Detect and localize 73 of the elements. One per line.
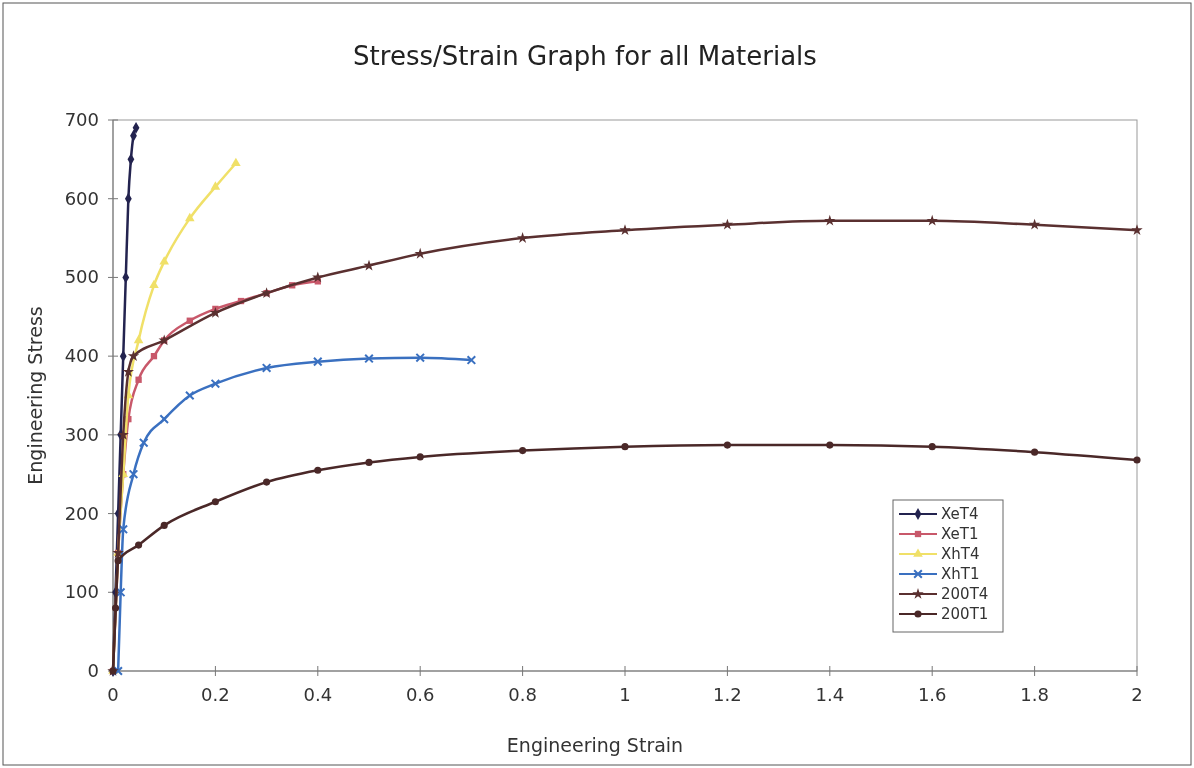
y-tick-label: 400 [64, 345, 99, 367]
y-tick-label: 600 [64, 187, 99, 209]
chart-title: Stress/Strain Graph for all Materials [353, 41, 817, 71]
point [127, 350, 140, 361]
x-axis-title: Engineering Strain [506, 734, 684, 756]
x-tick-label: 1.4 [815, 684, 845, 705]
point [133, 334, 144, 344]
point [184, 212, 195, 222]
y-tick-label: 200 [64, 502, 99, 524]
point [128, 469, 139, 480]
point [928, 443, 936, 451]
point [721, 218, 734, 230]
point [135, 376, 142, 383]
x-tick-label: 0.8 [508, 684, 537, 705]
point [619, 224, 631, 236]
legend-label: XeT4 [941, 505, 979, 523]
point [314, 466, 322, 474]
point [135, 541, 143, 549]
point [210, 181, 221, 190]
point [312, 356, 323, 367]
y-tick-label: 700 [64, 109, 99, 130]
point [160, 521, 168, 529]
point [231, 157, 241, 167]
point [1133, 456, 1141, 464]
x-tick-label: 0.2 [201, 684, 230, 705]
point [111, 604, 120, 612]
x-tick-label: 0.4 [303, 684, 333, 705]
x-tick-label: 0 [107, 684, 119, 705]
legend-label: XhT4 [941, 545, 980, 563]
point [312, 271, 324, 283]
point [114, 557, 122, 565]
point [159, 414, 170, 424]
point [150, 352, 158, 360]
point [415, 352, 426, 363]
point [210, 378, 221, 389]
y-tick-label: 0 [87, 660, 99, 681]
legend-label: XhT1 [941, 565, 980, 583]
point [621, 443, 629, 451]
point [138, 437, 149, 448]
point [184, 390, 195, 401]
x-tick-label: 1 [619, 684, 631, 705]
point [826, 441, 834, 449]
point [1028, 218, 1041, 230]
y-tick-label: 100 [64, 581, 99, 603]
legend-label: 200T4 [941, 585, 989, 603]
point [149, 279, 159, 289]
point [519, 447, 527, 455]
y-tick-label: 500 [64, 266, 99, 288]
x-tick-label: 1.8 [1020, 684, 1049, 705]
point [1131, 224, 1143, 236]
point [364, 353, 374, 364]
legend-label: XeT1 [941, 525, 979, 543]
point [211, 498, 219, 506]
x-tick-label: 0.6 [405, 684, 435, 705]
point [365, 458, 373, 466]
point [261, 363, 272, 373]
y-axis-title: Engineering Stress [24, 306, 46, 485]
x-tick-label: 1.6 [917, 684, 947, 705]
x-tick-label: 1.2 [713, 684, 742, 705]
point [926, 214, 938, 226]
point [466, 355, 477, 365]
y-tick-label: 300 [64, 423, 99, 445]
point [416, 453, 424, 461]
point [113, 666, 123, 676]
point [263, 478, 271, 486]
point [209, 306, 222, 318]
point [1031, 448, 1039, 456]
point [516, 232, 529, 243]
point [723, 441, 731, 449]
legend-label: 200T1 [941, 605, 989, 623]
x-tick-label: 2 [1131, 684, 1143, 705]
point [824, 214, 836, 226]
point [122, 365, 135, 377]
